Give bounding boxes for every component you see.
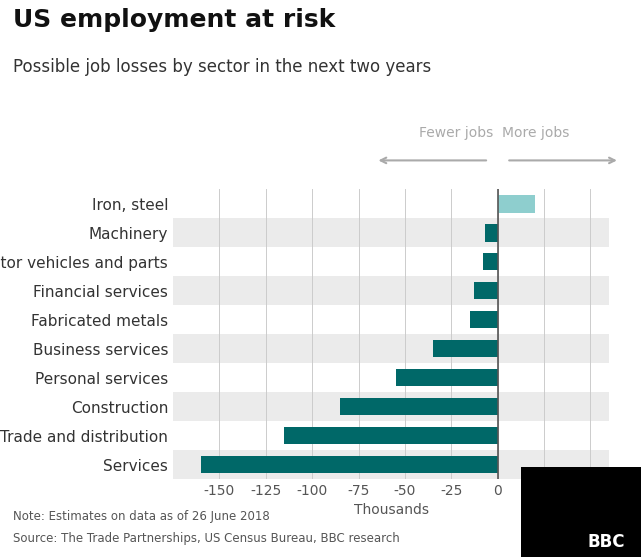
Bar (173, 305, 609, 334)
Bar (483, 253, 497, 271)
Bar (474, 282, 497, 300)
Bar (173, 189, 609, 218)
Bar (173, 334, 609, 363)
Text: Fewer jobs: Fewer jobs (419, 126, 494, 140)
X-axis label: Thousands: Thousands (353, 504, 429, 517)
Text: Source: The Trade Partnerships, US Census Bureau, BBC research: Source: The Trade Partnerships, US Censu… (13, 532, 399, 545)
Bar (201, 456, 497, 473)
Text: BBC: BBC (587, 534, 625, 551)
Bar (173, 218, 609, 247)
Bar (173, 392, 609, 421)
Text: Possible job losses by sector in the next two years: Possible job losses by sector in the nex… (13, 58, 431, 76)
Bar (470, 311, 497, 329)
Bar (433, 340, 497, 358)
Bar (497, 195, 535, 213)
Text: More jobs: More jobs (502, 126, 569, 140)
Bar (173, 276, 609, 305)
Text: Note: Estimates on data as of 26 June 2018: Note: Estimates on data as of 26 June 20… (13, 510, 270, 522)
Text: US employment at risk: US employment at risk (13, 8, 335, 32)
Bar (173, 363, 609, 392)
Bar (173, 421, 609, 450)
Bar (173, 247, 609, 276)
Bar (485, 224, 497, 242)
Bar (173, 450, 609, 479)
Bar (285, 427, 497, 444)
Bar (395, 369, 497, 387)
Bar (340, 398, 497, 416)
